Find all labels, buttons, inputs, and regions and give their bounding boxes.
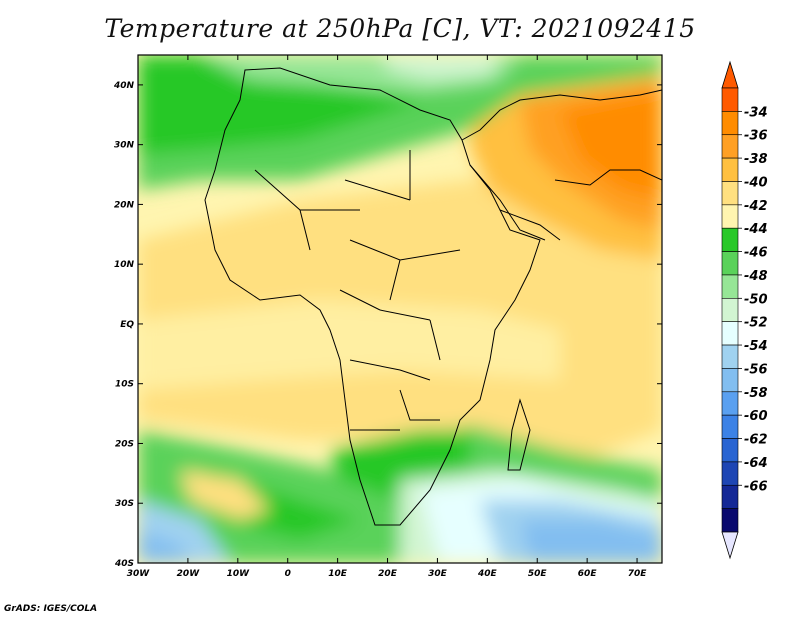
colorbar-swatch	[721, 414, 739, 439]
lon-label: 30E	[428, 569, 448, 579]
colorbar-swatch	[721, 368, 739, 393]
colorbar-swatch	[721, 461, 739, 486]
colorbar-swatch	[721, 391, 739, 416]
axis-ticks	[137, 55, 662, 564]
colorbar-label: -40	[744, 175, 768, 190]
colorbar-label: -60	[744, 409, 768, 424]
lat-label: 40S	[114, 559, 134, 569]
colorbar-label: -48	[744, 269, 768, 284]
lat-label: 10N	[114, 260, 135, 270]
colorbar-label: -62	[744, 433, 768, 448]
colorbar-swatch	[721, 298, 739, 322]
lat-label: 20N	[114, 200, 135, 210]
colorbar-label: -52	[744, 316, 768, 331]
lat-label: EQ	[120, 320, 134, 330]
map-frame	[137, 54, 663, 564]
lat-label: 30S	[115, 499, 134, 509]
lon-label: 10E	[328, 569, 348, 579]
colorbar-swatch	[721, 87, 739, 112]
colorbar-swatch	[721, 274, 739, 299]
colorbar-label: -36	[744, 129, 768, 144]
colorbar-label: -42	[744, 199, 768, 214]
coastlines	[204, 67, 662, 526]
colorbar-swatch	[721, 484, 739, 509]
lon-label: 30W	[127, 569, 151, 579]
lat-label: 40N	[113, 81, 135, 91]
lon-label: 20W	[177, 569, 201, 579]
colorbar-label: -58	[744, 386, 768, 401]
colorbar-swatch	[721, 157, 739, 182]
lon-label: 40E	[477, 569, 498, 579]
grads-credit: GrADS: IGES/COLA	[4, 604, 98, 614]
colorbar-swatch	[721, 438, 739, 463]
colorbar-label: -34	[744, 105, 768, 120]
temperature-field	[138, 55, 662, 563]
lat-label: 30N	[114, 141, 135, 151]
lat-label: 10S	[115, 380, 134, 390]
longitude-labels: 30W 20W 10W 0 10E 20E 30E 40E 50E 60E 70E	[127, 569, 647, 579]
colorbar-label: -38	[744, 152, 768, 167]
lat-label: 20S	[115, 439, 134, 449]
colorbar-swatch	[721, 181, 739, 206]
lon-label: 60E	[578, 569, 598, 579]
lon-label: 0	[285, 569, 291, 579]
colorbar-label: -54	[744, 339, 768, 354]
colorbar-label: -66	[744, 479, 768, 494]
colorbar-label: -44	[744, 222, 768, 237]
colorbar-swatch	[721, 508, 739, 533]
lon-label: 10W	[227, 569, 251, 579]
latitude-labels: 40N 30N 20N 10N EQ 10S 20S 30S 40S	[113, 81, 135, 569]
lon-label: 70E	[628, 569, 648, 579]
colorbar-label: -46	[744, 246, 768, 261]
colorbar-swatch	[721, 204, 739, 229]
lon-label: 20E	[378, 569, 398, 579]
colorbar-swatch	[721, 227, 739, 252]
colorbar-label: -64	[744, 456, 768, 471]
colorbar-label: -56	[744, 362, 768, 377]
colorbar-swatch	[721, 344, 739, 369]
map-title: Temperature at 250hPa [C], VT: 202109241…	[104, 14, 696, 43]
colorbar-swatch	[721, 111, 739, 136]
colorbar-swatch	[721, 321, 739, 346]
colorbar-top-arrow	[721, 60, 739, 89]
colorbar-label: -50	[744, 292, 768, 307]
lon-label: 50E	[528, 569, 548, 579]
colorbar-swatch	[721, 134, 739, 159]
colorbar-swatch	[721, 251, 739, 276]
colorbar: -34 -36 -38 -40 -42 -44 -46 -48 -50 -52 -54 -56 -58 -…	[721, 60, 768, 560]
colorbar-bottom-arrow	[721, 531, 739, 560]
